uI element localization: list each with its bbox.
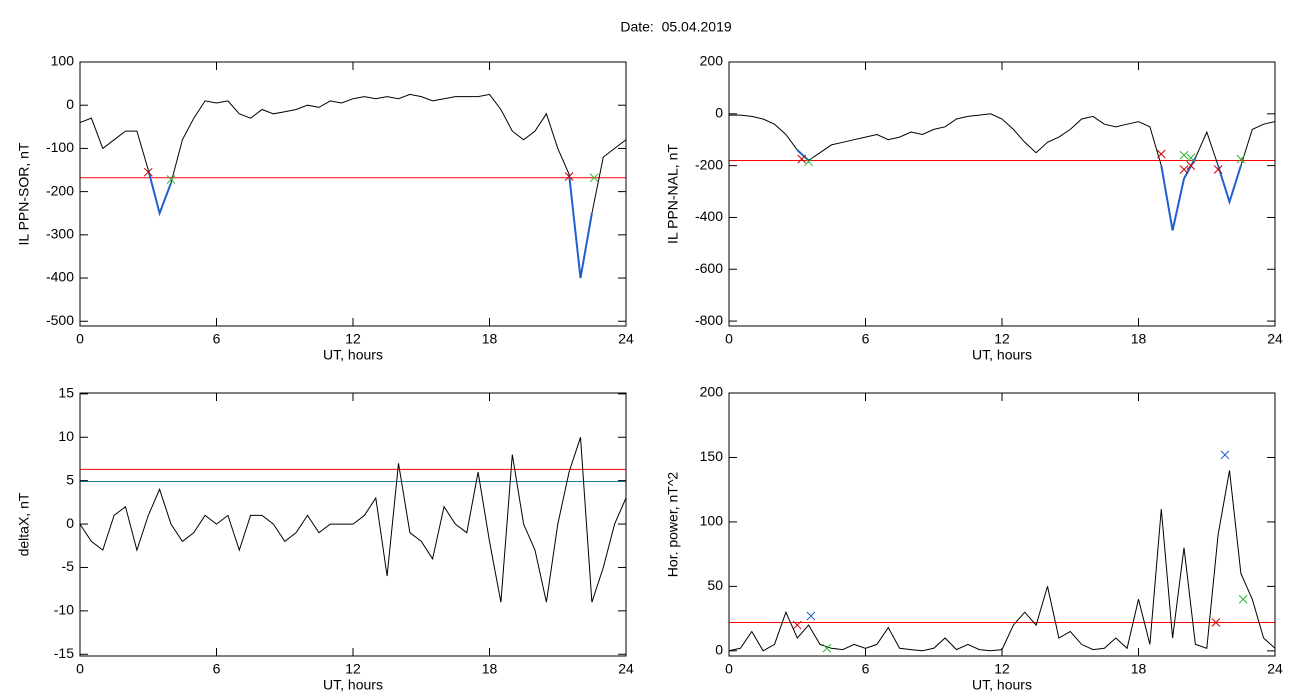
y-tick-label: -400 — [695, 208, 723, 224]
x-axis-label: UT, hours — [972, 677, 1032, 693]
y-tick-label: 150 — [700, 448, 724, 464]
y-tick-label: -5 — [62, 558, 75, 574]
y-axis-label: IL PPN-SOR, nT — [16, 142, 32, 245]
y-tick-label: -800 — [695, 312, 723, 328]
y-axis-label: IL PPN-NAL, nT — [665, 144, 681, 244]
x-tick-label: 12 — [345, 331, 361, 347]
x-tick-label: 0 — [725, 661, 733, 677]
event-marker — [1179, 150, 1189, 160]
y-tick-label: 0 — [715, 642, 723, 658]
y-tick-label: 0 — [66, 96, 74, 112]
x-tick-label: 0 — [76, 661, 84, 677]
x-tick-label: 0 — [76, 331, 84, 347]
x-tick-label: 12 — [994, 661, 1010, 677]
event-marker — [1213, 165, 1223, 174]
y-tick-label: -500 — [46, 312, 74, 328]
data-line — [729, 113, 1275, 231]
y-tick-label: -400 — [46, 269, 74, 285]
y-tick-label: 100 — [51, 53, 75, 69]
y-axis-label: deltaX, nT — [16, 492, 32, 556]
data-line — [80, 93, 626, 279]
plot-frame — [728, 61, 1276, 327]
event-marker — [804, 157, 813, 167]
x-tick-label: 24 — [618, 661, 634, 677]
plot-frame — [79, 61, 627, 327]
x-tick-label: 18 — [482, 331, 498, 347]
event-marker — [1238, 594, 1248, 604]
data-line — [729, 470, 1275, 652]
y-tick-label: -15 — [54, 645, 74, 661]
page-title: Date: 05.04.2019 — [620, 19, 732, 35]
y-tick-label: 0 — [715, 105, 723, 121]
x-tick-label: 6 — [213, 661, 221, 677]
event-marker — [1179, 165, 1189, 174]
event-marker — [1236, 154, 1246, 164]
data-line — [796, 149, 1242, 231]
event-marker — [797, 154, 807, 164]
event-marker — [806, 611, 816, 621]
x-tick-label: 18 — [1131, 661, 1147, 677]
y-axis-label: Hor. power, nT^2 — [665, 472, 681, 578]
data-line — [147, 169, 593, 279]
y-tick-label: -100 — [46, 139, 74, 155]
x-tick-label: 18 — [482, 661, 498, 677]
event-marker — [166, 175, 176, 184]
y-tick-label: 15 — [58, 385, 74, 401]
y-tick-label: 50 — [707, 577, 723, 593]
event-marker — [1186, 161, 1196, 170]
y-tick-label: 200 — [700, 53, 724, 69]
y-tick-label: -200 — [695, 156, 723, 172]
x-tick-label: 6 — [213, 331, 221, 347]
event-marker — [822, 643, 832, 653]
y-tick-label: 100 — [700, 513, 724, 529]
y-tick-label: 200 — [700, 384, 724, 400]
x-tick-label: 18 — [1131, 331, 1147, 347]
y-tick-label: 10 — [58, 428, 74, 444]
x-tick-label: 6 — [862, 331, 870, 347]
x-tick-label: 12 — [994, 331, 1010, 347]
x-tick-label: 24 — [1267, 331, 1283, 347]
y-tick-label: -10 — [54, 602, 74, 618]
y-tick-label: -200 — [46, 182, 74, 198]
y-tick-label: -300 — [46, 226, 74, 242]
x-axis-label: UT, hours — [972, 347, 1032, 363]
y-tick-label: -600 — [695, 260, 723, 276]
x-tick-label: 12 — [345, 661, 361, 677]
x-tick-label: 24 — [618, 331, 634, 347]
data-line — [80, 437, 626, 603]
event-marker — [792, 620, 802, 630]
event-marker — [143, 167, 153, 177]
event-marker — [589, 173, 599, 183]
event-marker — [1186, 153, 1196, 163]
event-marker — [1220, 450, 1230, 460]
event-marker — [1156, 149, 1166, 159]
x-tick-label: 0 — [725, 331, 733, 347]
x-axis-label: UT, hours — [323, 347, 383, 363]
y-tick-label: 0 — [66, 515, 74, 531]
event-marker — [564, 172, 574, 181]
x-tick-label: 6 — [862, 661, 870, 677]
x-tick-label: 24 — [1267, 661, 1283, 677]
event-marker — [1211, 618, 1221, 627]
y-tick-label: 5 — [66, 471, 74, 487]
x-axis-label: UT, hours — [323, 677, 383, 693]
